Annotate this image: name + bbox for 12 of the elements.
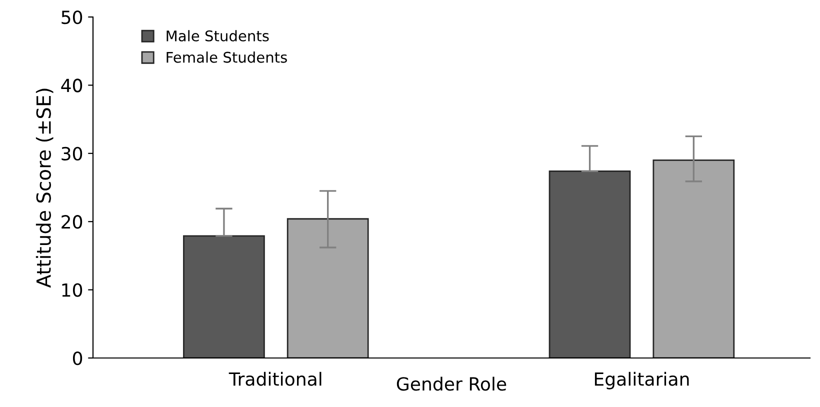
legend-label: Male Students (166, 30, 269, 42)
y-tick-label: 30 (62, 146, 82, 161)
y-axis-title: Attitude Score (±SE) (36, 88, 54, 288)
x-tick-label: Egalitarian (594, 372, 689, 390)
y-tick-label: 10 (62, 283, 82, 297)
y-tick-label: 0 (72, 351, 82, 366)
y-tick-label: 20 (62, 215, 82, 229)
x-axis-title: Gender Role (396, 376, 506, 391)
y-tick-label: 40 (61, 78, 82, 92)
x-tick-label: Traditional (228, 372, 322, 386)
y-tick-label: 50 (62, 10, 82, 24)
legend-label: Female Students (166, 52, 287, 63)
